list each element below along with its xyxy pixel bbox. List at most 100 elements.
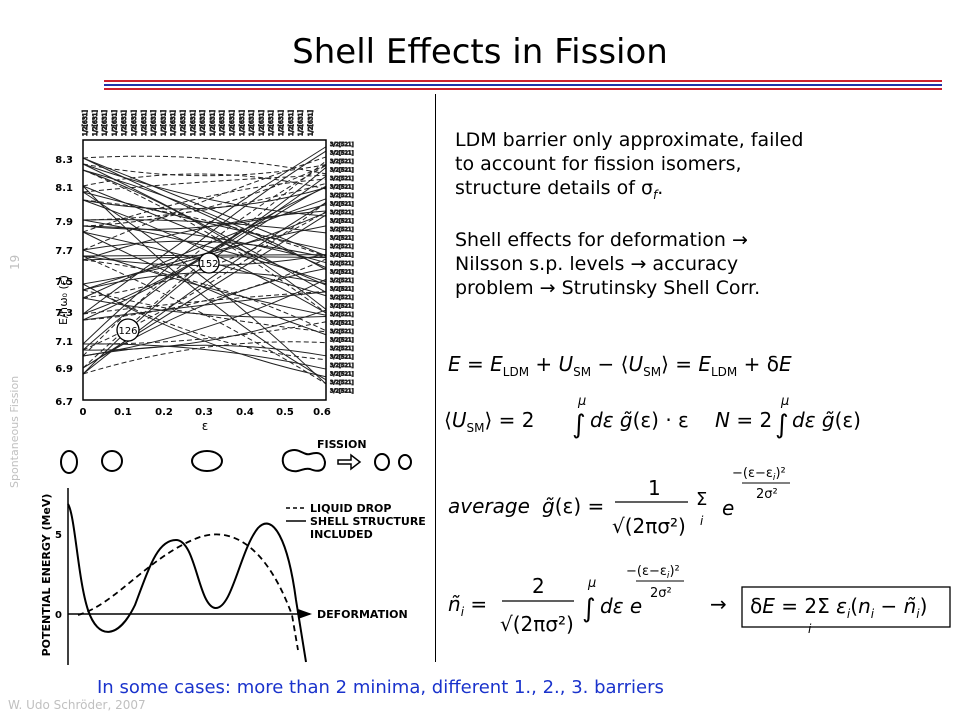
potential-energy-plot: POTENTIAL ENERGY (MeV) DEFORMATION 5 0 L…: [40, 488, 426, 665]
svg-text:μ: μ: [577, 394, 586, 409]
nilsson-level-line: [82, 258, 327, 321]
nilsson-level-line: [82, 173, 327, 190]
nilsson-level-line: [82, 198, 327, 299]
nilsson-right-label: 3/2[521]: [330, 372, 354, 378]
x-tick: 0.4: [236, 407, 254, 418]
nilsson-right-label: 3/2[521]: [330, 355, 354, 361]
nilsson-level-line: [82, 191, 327, 385]
nilsson-top-label: 1/2[631]: [229, 110, 236, 136]
column-divider: [435, 94, 436, 662]
nilsson-right-label: 3/2[521]: [330, 236, 354, 242]
nilsson-top-label: 1/2[631]: [278, 110, 285, 136]
nilsson-level-line: [82, 199, 327, 314]
page-number: 19: [8, 254, 22, 270]
legend-liquid-drop: LIQUID DROP: [310, 502, 391, 515]
bullet-1-line-1: LDM barrier only approximate, failed: [455, 129, 804, 151]
svg-text:N = 2: N = 2: [715, 408, 772, 432]
footer-note: In some cases: more than 2 minima, diffe…: [97, 677, 664, 698]
nilsson-right-label: 3/2[521]: [330, 321, 354, 327]
y-tick: 7.1: [55, 337, 73, 348]
nilsson-top-label: 1/2[631]: [170, 110, 177, 136]
energy-x-label: DEFORMATION: [317, 608, 408, 621]
nilsson-top-label: 1/2[631]: [190, 110, 197, 136]
author-credit: W. Udo Schröder, 2007: [8, 698, 146, 712]
nilsson-right-label: 3/2[521]: [330, 278, 354, 284]
fission-label: FISSION: [317, 438, 367, 451]
nilsson-right-label: 3/2[521]: [330, 244, 354, 250]
svg-text:−(ε−εi)²: −(ε−εi)²: [732, 466, 786, 483]
nilsson-top-label: 1/2[631]: [180, 110, 187, 136]
title-rule-red-2: [104, 88, 942, 90]
svg-text:∫: ∫: [582, 594, 596, 624]
fission-shapes-row: FISSION: [60, 438, 412, 474]
nilsson-level-line: [82, 150, 327, 345]
nilsson-right-label: 3/2[521]: [330, 219, 354, 225]
equation-occupation: ñi = 2 √(2πσ²) ∫ μ dε e −(ε−εi)² 2σ² →: [448, 564, 727, 636]
shape-sphere: [101, 450, 123, 472]
svg-text:i: i: [808, 622, 812, 636]
nilsson-right-label: 3/2[521]: [330, 142, 354, 148]
nilsson-right-label: 3/2[521]: [330, 168, 354, 174]
nilsson-level-line: [82, 146, 327, 315]
y-tick: 8.1: [55, 183, 73, 194]
y-tick: 7.3: [55, 308, 73, 319]
nilsson-top-label: 1/2[631]: [151, 110, 158, 136]
nilsson-level-line: [82, 164, 327, 227]
nilsson-right-label: 3/2[521]: [330, 202, 354, 208]
nilsson-level-line: [82, 255, 327, 385]
nilsson-level-line: [82, 231, 327, 336]
nilsson-level-line: [82, 182, 327, 221]
bullet-2: Shell effects for deformation → Nilsson …: [455, 228, 875, 300]
svg-text:g̃(ε) =: g̃(ε) =: [542, 494, 604, 518]
bullet-1-line-2: to account for fission isomers,: [455, 153, 742, 175]
svg-text:average: average: [448, 494, 530, 518]
svg-text:2σ²: 2σ²: [650, 586, 672, 601]
nilsson-level-line: [82, 178, 327, 233]
nilsson-level-line: [82, 214, 327, 369]
nilsson-level-line: [82, 202, 327, 375]
nilsson-y-label: E/ħω₀ (ε): [57, 275, 70, 325]
svg-text:⟨USM⟩ = 2: ⟨USM⟩ = 2: [444, 408, 534, 435]
nilsson-right-label: 3/2[521]: [330, 227, 354, 233]
equation-particle-number: N = 2 ∫ μ dε g̃(ε): [715, 394, 861, 440]
bullet-2-line-1: Shell effects for deformation →: [455, 229, 748, 251]
nilsson-level-line: [82, 283, 327, 361]
nilsson-level-line: [82, 169, 327, 271]
nilsson-right-label: 3/2[521]: [330, 185, 354, 191]
x-tick: 0.1: [114, 407, 132, 418]
nilsson-top-label: 1/2[631]: [160, 110, 167, 136]
nilsson-level-line: [82, 174, 327, 193]
section-label: Spontaneous Fission: [8, 375, 21, 488]
nilsson-right-label: 3/2[521]: [330, 338, 354, 344]
nilsson-top-label: 1/2[631]: [298, 110, 305, 136]
svg-text:dε g̃(ε): dε g̃(ε): [792, 408, 861, 432]
title-rule-red-1: [104, 80, 942, 82]
nilsson-top-label: 1/2[631]: [200, 110, 207, 136]
nilsson-top-label: 1/2[631]: [239, 110, 246, 136]
nilsson-level-line: [82, 169, 327, 314]
nilsson-level-line: [82, 175, 327, 321]
legend-included: INCLUDED: [310, 528, 373, 541]
shape-fragment-1: [374, 453, 390, 471]
nilsson-right-label: 3/2[521]: [330, 295, 354, 301]
legend-shell-structure: SHELL STRUCTURE: [310, 515, 426, 528]
nilsson-top-label: 1/2[631]: [111, 110, 118, 136]
nilsson-level-line: [82, 341, 327, 375]
nilsson-level-line: [82, 199, 327, 257]
nilsson-top-label: 1/2[631]: [102, 110, 109, 136]
nilsson-right-label: 3/2[521]: [330, 346, 354, 352]
svg-text:μ: μ: [780, 394, 789, 409]
nilsson-top-label: 1/2[631]: [141, 110, 148, 136]
nilsson-right-label: 3/2[521]: [330, 304, 354, 310]
nilsson-right-label: 3/2[521]: [330, 363, 354, 369]
nilsson-x-label: ε: [202, 419, 209, 433]
x-tick: 0.3: [195, 407, 213, 418]
nilsson-level-line: [82, 185, 327, 381]
svg-text:√(2πσ²): √(2πσ²): [612, 514, 686, 538]
equation-smoothed-density: average g̃(ε) = 1 √(2πσ²) Σ i e −(ε−εi)²…: [448, 466, 790, 538]
nilsson-level-line: [82, 163, 327, 177]
energy-y-label: POTENTIAL ENERGY (MeV): [40, 494, 53, 657]
svg-text:∫: ∫: [572, 410, 586, 440]
svg-text:μ: μ: [587, 576, 596, 591]
nilsson-level-line: [82, 156, 327, 251]
